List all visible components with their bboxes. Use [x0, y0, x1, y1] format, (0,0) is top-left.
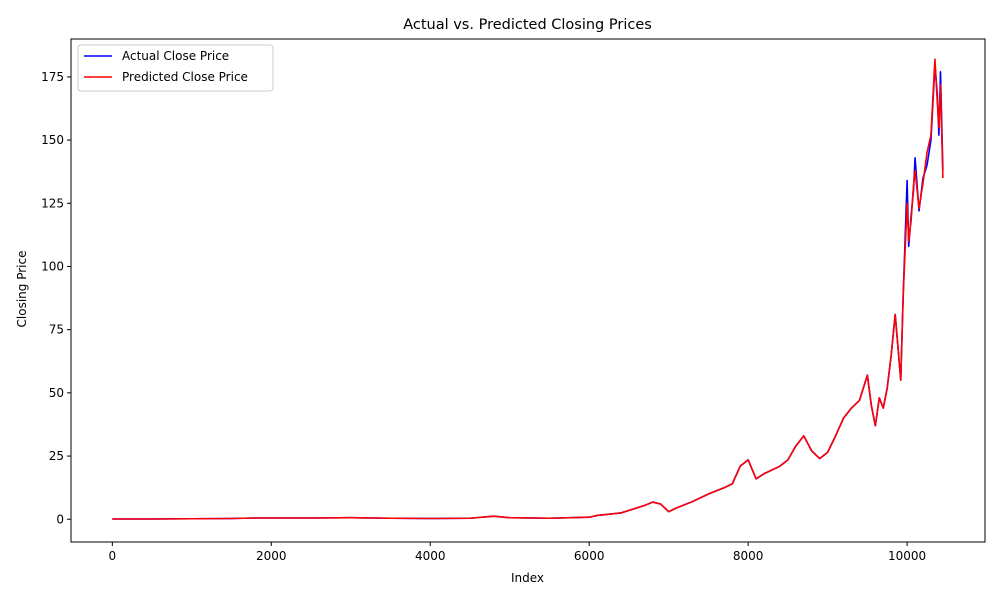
x-tick-label: 8000: [733, 549, 764, 563]
y-tick-label: 125: [41, 196, 64, 210]
x-tick-label: 0: [109, 549, 117, 563]
legend-label-actual: Actual Close Price: [122, 49, 229, 63]
x-tick-label: 4000: [415, 549, 446, 563]
y-tick-label: 0: [56, 512, 64, 526]
x-axis-title: Index: [511, 571, 544, 585]
plot-area: 0 2000 4000 6000 8000 10000 0 25 50 75 100 125 150 1…: [41, 38, 986, 563]
y-tick-label: 50: [49, 386, 64, 400]
series-line-predicted: [112, 58, 944, 520]
y-tick-label: 100: [41, 259, 64, 273]
x-tick-label: 10000: [888, 549, 926, 563]
legend: Actual Close Price Predicted Close Price: [77, 44, 274, 92]
chart-title: Actual vs. Predicted Closing Prices: [403, 17, 652, 33]
y-tick-label: 75: [49, 323, 64, 337]
x-tick-label: 2000: [256, 549, 287, 563]
legend-label-predicted: Predicted Close Price: [122, 70, 248, 84]
x-tick-label: 6000: [574, 549, 605, 563]
y-tick-label: 175: [41, 70, 64, 84]
series-layer: [112, 58, 944, 520]
plot-frame: [70, 38, 986, 543]
x-axis: 0 2000 4000 6000 8000 10000: [109, 542, 926, 563]
legend-box: [77, 44, 274, 92]
y-axis-title: Closing Price: [15, 251, 29, 328]
y-tick-label: 25: [49, 449, 64, 463]
y-axis: 0 25 50 75 100 125 150 175: [41, 70, 71, 526]
y-tick-label: 150: [41, 133, 64, 147]
